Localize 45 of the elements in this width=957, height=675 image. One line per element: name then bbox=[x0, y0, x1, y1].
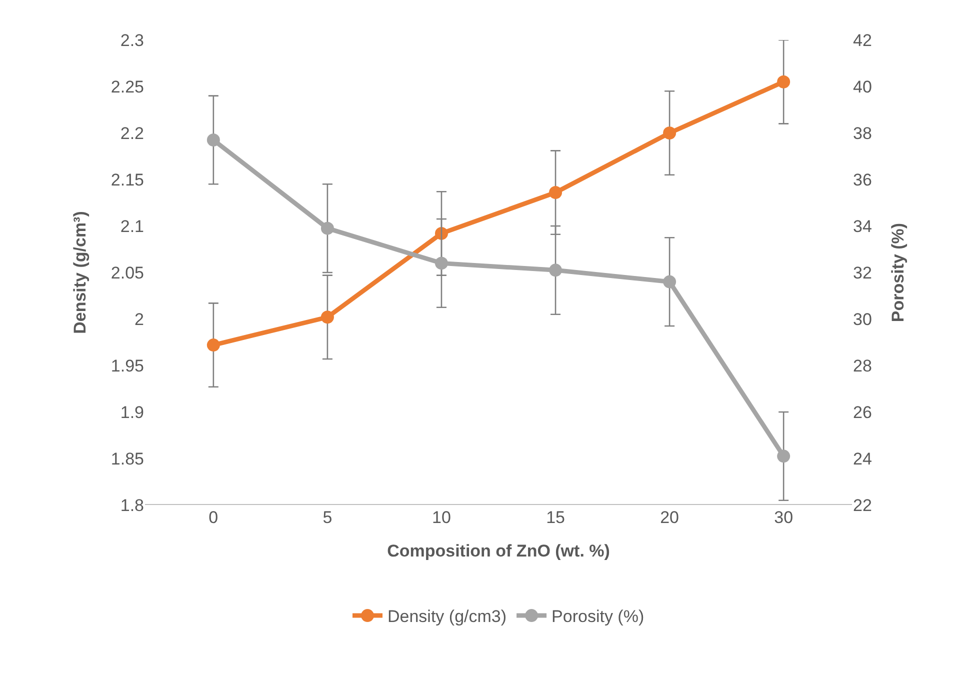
y-tick-label: 1.8 bbox=[120, 496, 144, 515]
y2-tick-label: 42 bbox=[853, 30, 872, 50]
y-tick-label: 1.9 bbox=[120, 402, 144, 422]
point bbox=[777, 75, 790, 88]
y2-tick-label: 38 bbox=[853, 124, 872, 143]
point bbox=[320, 222, 334, 235]
y2-tick-label: 24 bbox=[853, 449, 872, 468]
x-axis-title: Composition of ZnO (wt. %) bbox=[387, 541, 610, 560]
y-tick-label: 2.2 bbox=[120, 124, 144, 143]
y-axis-title: Density (g/cm³) bbox=[70, 211, 90, 334]
y2-tick-label: 36 bbox=[853, 170, 872, 190]
legend-label: Porosity (%) bbox=[552, 607, 644, 626]
point bbox=[320, 310, 334, 324]
y2-tick-label: 40 bbox=[853, 77, 872, 96]
point bbox=[434, 256, 448, 270]
y-tick-label: 1.95 bbox=[110, 356, 144, 376]
y-tick-label: 2 bbox=[134, 310, 144, 329]
point bbox=[549, 186, 562, 200]
y-tick-label: 2.3 bbox=[120, 30, 144, 50]
point bbox=[777, 450, 790, 463]
y-tick-label: 2.1 bbox=[120, 216, 144, 236]
y2-tick-label: 28 bbox=[853, 356, 872, 376]
x-tick-label: 30 bbox=[774, 508, 794, 527]
y2-tick-label: 34 bbox=[853, 216, 872, 236]
point bbox=[663, 275, 676, 288]
x-tick-label: 20 bbox=[660, 508, 680, 527]
x-tick-label: 0 bbox=[208, 508, 218, 527]
point bbox=[549, 264, 562, 277]
y2-tick-label: 30 bbox=[853, 310, 872, 329]
legend-label: Density (g/cm3) bbox=[388, 607, 507, 626]
y-tick-label: 2.25 bbox=[110, 77, 144, 96]
point bbox=[663, 126, 676, 140]
y-tick-label: 2.15 bbox=[110, 170, 144, 190]
point bbox=[434, 226, 448, 240]
x-tick-label: 5 bbox=[322, 508, 332, 527]
y2-axis-title: Porosity (%) bbox=[888, 222, 908, 322]
y2-tick-label: 22 bbox=[853, 496, 872, 515]
y-tick-label: 2.05 bbox=[110, 263, 144, 282]
x-tick-label: 15 bbox=[546, 508, 565, 527]
point bbox=[206, 133, 220, 146]
y-tick-label: 1.85 bbox=[110, 449, 144, 468]
y2-tick-label: 32 bbox=[853, 263, 872, 282]
point bbox=[206, 338, 220, 352]
y2-tick-label: 26 bbox=[853, 402, 872, 422]
x-tick-label: 10 bbox=[432, 508, 451, 527]
